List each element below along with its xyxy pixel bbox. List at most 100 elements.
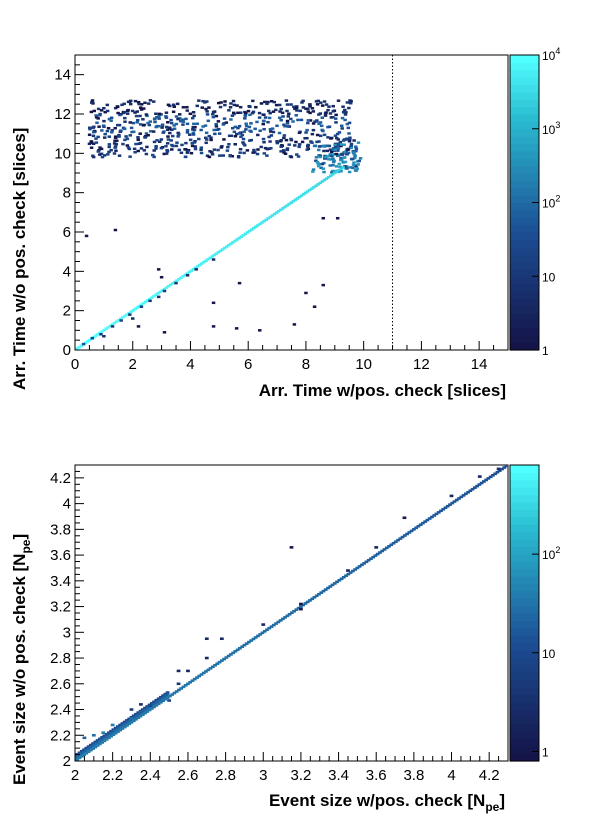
heatmap-cell bbox=[296, 606, 301, 610]
heatmap-cell bbox=[144, 132, 149, 135]
heatmap-cell bbox=[285, 148, 290, 152]
heatmap-cell bbox=[292, 323, 297, 326]
heatmap-cell bbox=[149, 707, 154, 710]
heatmap-cell bbox=[270, 214, 275, 217]
heatmap-cell bbox=[334, 113, 338, 117]
heatmap-cell bbox=[232, 112, 236, 116]
heatmap-cell bbox=[252, 226, 256, 230]
heatmap-cell bbox=[266, 109, 271, 113]
heatmap-cell bbox=[133, 150, 137, 154]
heatmap-cell bbox=[233, 143, 237, 146]
heatmap-cell bbox=[123, 120, 127, 123]
event-size-panel: 2 2.2 2.4 2.6 2.8 3 3.2 3.4 3.6 3.8 4 4.2 2 2.2 2.4 2.… bbox=[10, 464, 560, 814]
heatmap-cell bbox=[421, 521, 425, 525]
heatmap-cell bbox=[323, 114, 328, 117]
heatmap-cell bbox=[237, 236, 241, 240]
heatmap-cell bbox=[389, 543, 394, 547]
heatmap-cell bbox=[328, 585, 333, 588]
heatmap-cell bbox=[146, 299, 150, 302]
colorbar-segment bbox=[510, 716, 539, 725]
heatmap-cell bbox=[224, 656, 229, 659]
heatmap-cell bbox=[102, 734, 107, 738]
heatmap-cell bbox=[315, 140, 319, 144]
heatmap-cell bbox=[336, 146, 341, 150]
heatmap-cell bbox=[311, 128, 316, 132]
heatmap-cell bbox=[318, 155, 322, 159]
heatmap-cell bbox=[123, 314, 127, 318]
heatmap-cell bbox=[113, 731, 118, 735]
heatmap-cell bbox=[178, 119, 183, 123]
heatmap-cell bbox=[179, 151, 184, 155]
colorbar-top: 1 10 102 103 104 bbox=[509, 46, 560, 358]
heatmap-cell bbox=[120, 727, 125, 730]
heatmap-cell bbox=[214, 125, 219, 128]
heatmap-cell bbox=[347, 139, 352, 143]
heatmap-cell bbox=[206, 258, 210, 261]
heatmap-cell bbox=[320, 162, 325, 166]
heatmap-cell bbox=[107, 731, 111, 734]
heatmap-cell bbox=[329, 154, 333, 158]
heatmap-cell bbox=[244, 122, 248, 125]
heatmap-cell bbox=[134, 142, 138, 146]
heatmap-cell bbox=[127, 722, 132, 726]
heatmap-cell bbox=[326, 175, 331, 179]
colorbar-segment bbox=[510, 69, 539, 78]
heatmap-cell bbox=[112, 142, 117, 145]
heatmap-cell bbox=[347, 106, 351, 110]
heatmap-cell bbox=[314, 594, 319, 598]
heatmap-cell bbox=[151, 130, 156, 133]
heatmap-cell bbox=[351, 163, 356, 167]
heatmap-cell bbox=[162, 331, 167, 334]
heatmap-cell bbox=[97, 125, 101, 128]
heatmap-cell bbox=[262, 152, 267, 155]
heatmap-cell bbox=[342, 150, 347, 154]
heatmap-cell bbox=[205, 154, 210, 157]
colorbar-segment bbox=[510, 672, 539, 681]
heatmap-cell bbox=[92, 130, 96, 134]
heatmap-cell bbox=[236, 126, 240, 130]
heatmap-cell bbox=[491, 474, 495, 477]
heatmap-cell bbox=[135, 121, 139, 124]
heatmap-cell bbox=[201, 99, 205, 103]
heatmap-cell bbox=[294, 106, 299, 110]
heatmap-cell bbox=[104, 738, 109, 741]
heatmap-cell bbox=[164, 115, 168, 118]
heatmap-cell bbox=[301, 106, 306, 109]
heatmap-cell bbox=[195, 676, 199, 679]
heatmap-cell bbox=[98, 113, 102, 117]
y-axis-ticks-top: 0 2 4 6 8 10 12 14 bbox=[54, 54, 84, 359]
heatmap-cell bbox=[269, 134, 274, 137]
heatmap-cell bbox=[248, 105, 252, 109]
heatmap-cell bbox=[340, 116, 345, 120]
colorbar-segment bbox=[510, 679, 539, 688]
colorbar-segment bbox=[510, 254, 539, 263]
heatmap-cell bbox=[324, 103, 329, 106]
heatmap-cell bbox=[148, 299, 152, 303]
heatmap-cell bbox=[86, 745, 91, 748]
heatmap-cell bbox=[128, 121, 132, 124]
heatmap-cell bbox=[213, 663, 217, 667]
heatmap-cell bbox=[136, 716, 141, 720]
heatmap-cell bbox=[206, 119, 211, 123]
heatmap-cell bbox=[217, 660, 222, 664]
heatmap-cell bbox=[77, 751, 82, 755]
heatmap-cell bbox=[250, 111, 255, 115]
heatmap-cell bbox=[211, 113, 215, 116]
heatmap-cell bbox=[100, 129, 104, 132]
heatmap-cell bbox=[326, 108, 330, 112]
colorbar-segment bbox=[510, 239, 539, 248]
heatmap-cell bbox=[159, 275, 164, 279]
heatmap-cell bbox=[350, 569, 355, 573]
heatmap-cell bbox=[82, 736, 87, 740]
heatmap-cell bbox=[134, 712, 138, 716]
colorbar-segment bbox=[510, 657, 539, 666]
heatmap-cell bbox=[96, 150, 101, 153]
heatmap-cell bbox=[254, 225, 258, 229]
heatmap-cell bbox=[210, 255, 214, 258]
heatmap-cell bbox=[149, 130, 153, 133]
heatmap-cell bbox=[259, 102, 264, 105]
heatmap-cell bbox=[94, 114, 98, 117]
heatmap-cell bbox=[271, 130, 276, 134]
heatmap-cell bbox=[292, 609, 297, 613]
heatmap-cell bbox=[174, 281, 178, 285]
